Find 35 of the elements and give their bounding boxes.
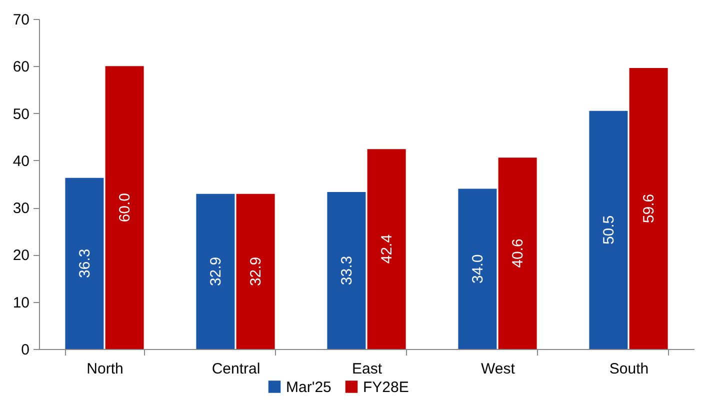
data-label: 33.3 <box>338 256 356 286</box>
x-tick-label: North <box>86 360 124 378</box>
data-label: 40.6 <box>510 238 527 268</box>
data-label: 50.5 <box>600 215 618 245</box>
y-tick-label: 20 <box>12 247 30 264</box>
data-label: 60.0 <box>116 192 134 222</box>
bar <box>458 188 497 349</box>
bar <box>498 158 537 349</box>
legend-label: Mar'25 <box>286 378 332 396</box>
bar <box>196 194 235 349</box>
legend-label: FY28E <box>363 378 409 396</box>
data-label: 42.4 <box>378 234 396 264</box>
y-tick-label: 50 <box>12 106 30 123</box>
data-label: 32.9 <box>248 256 265 286</box>
data-label: 34.0 <box>469 254 486 284</box>
x-tick-label: South <box>609 360 649 378</box>
y-tick-label: 60 <box>12 58 30 76</box>
data-label: 59.6 <box>640 194 658 224</box>
bar <box>236 194 275 349</box>
bar <box>629 68 668 349</box>
y-tick-label: 30 <box>12 200 30 218</box>
x-tick-label: East <box>352 360 383 378</box>
y-tick-label: 70 <box>12 12 30 28</box>
y-tick-label: 40 <box>12 152 30 170</box>
data-label: 32.9 <box>207 256 224 286</box>
bar <box>105 66 144 349</box>
bar <box>589 110 628 349</box>
x-tick-label: Central <box>212 360 260 378</box>
bar <box>65 178 104 349</box>
x-tick-label: West <box>481 360 516 378</box>
y-tick-label: 0 <box>21 342 30 358</box>
y-tick-label: 10 <box>12 294 30 312</box>
bar <box>327 192 366 349</box>
data-label: 36.3 <box>76 248 94 278</box>
bar <box>367 149 406 349</box>
